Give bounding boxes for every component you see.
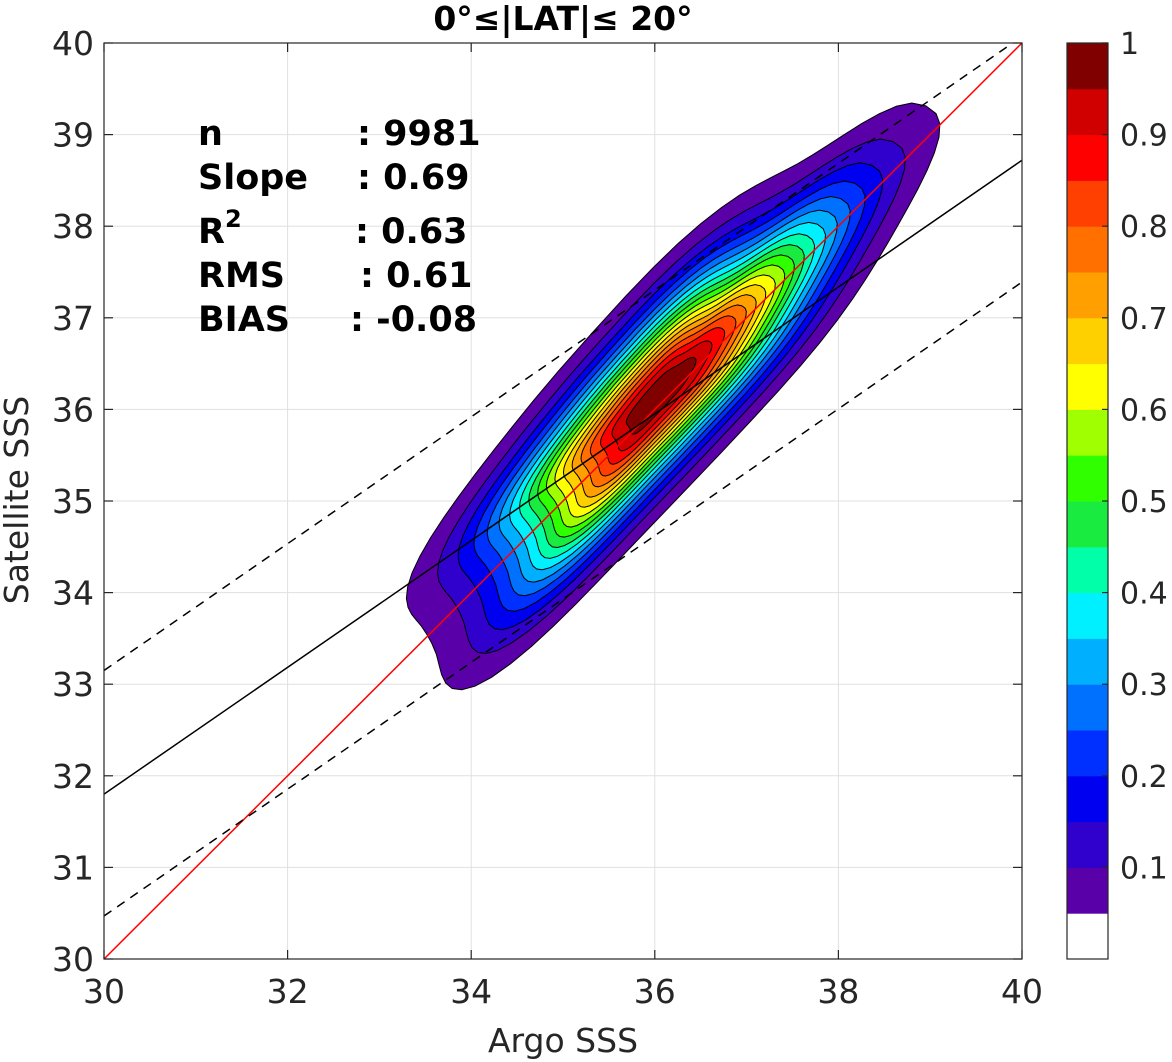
- colorbar-swatch: [1067, 684, 1108, 731]
- colorbar-tick-label: 0.5: [1120, 485, 1168, 520]
- colorbar-swatch: [1067, 913, 1108, 960]
- stat-n-value: : 9981: [357, 114, 481, 154]
- stat-slope-value: : 0.69: [357, 158, 470, 198]
- x-tick-label: 36: [634, 972, 676, 1011]
- colorbar-swatch: [1067, 272, 1108, 319]
- stat-r2-value: : 0.63: [355, 212, 468, 252]
- colorbar-swatch: [1067, 775, 1108, 823]
- y-tick-label: 37: [52, 299, 94, 338]
- colorbar-swatch: [1067, 638, 1108, 685]
- y-tick-label: 34: [52, 574, 94, 613]
- stat-bias-label: BIAS: [198, 300, 290, 340]
- stats-box: n : 9981 Slope : 0.69 R2 : 0.63 RMS : 0.…: [198, 114, 481, 340]
- colorbar-tick-label: 0.9: [1120, 119, 1168, 154]
- y-tick-labels: 30 31 32 33 34 35 36 37 38 39 40: [52, 24, 94, 979]
- colorbar-swatch: [1067, 546, 1108, 594]
- y-tick-label: 38: [52, 207, 94, 246]
- one-to-one-line: [104, 43, 1022, 959]
- x-tick-label: 40: [1001, 972, 1043, 1011]
- y-tick-label: 39: [52, 116, 94, 155]
- colorbar-swatch: [1067, 455, 1108, 502]
- colorbar-tick-label: 0.2: [1120, 760, 1168, 795]
- colorbar-swatch: [1067, 43, 1108, 90]
- colorbar-swatch: [1067, 409, 1108, 456]
- colorbar-tick-label: 1: [1120, 27, 1139, 62]
- colorbar-tick-label: 0.6: [1120, 393, 1168, 428]
- colorbar-tick-label: 0.7: [1120, 302, 1168, 337]
- colorbar-swatch: [1067, 180, 1108, 227]
- y-tick-label: 30: [52, 940, 94, 979]
- stat-rms-value: : 0.61: [360, 256, 473, 296]
- lower-bound-line: [104, 281, 1022, 917]
- stat-bias-value: : -0.08: [350, 300, 477, 340]
- colorbar-swatch: [1067, 501, 1108, 548]
- x-tick-label: 30: [83, 972, 125, 1011]
- colorbar-tick-label: 0.8: [1120, 210, 1168, 245]
- colorbar: [1067, 43, 1108, 960]
- y-axis-label: Satellite SSS: [0, 396, 36, 605]
- fit-lines: [104, 43, 1022, 959]
- axis-ticks: [103, 42, 1023, 960]
- colorbar-swatch: [1067, 821, 1108, 868]
- colorbar-swatch: [1067, 226, 1108, 273]
- colorbar-swatch: [1067, 592, 1108, 639]
- x-axis-label: Argo SSS: [488, 1021, 638, 1060]
- y-tick-label: 40: [52, 24, 94, 63]
- y-tick-label: 35: [52, 482, 94, 521]
- x-tick-label: 38: [817, 972, 859, 1011]
- colorbar-swatch: [1067, 363, 1108, 410]
- x-tick-label: 32: [267, 972, 309, 1011]
- stat-n-label: n: [198, 114, 223, 154]
- colorbar-tick-label: 0.1: [1120, 851, 1168, 886]
- colorbar-ticks: 0.1 0.2 0.3 0.4 0.5 0.6 0.7 0.8 0.9 1: [1102, 27, 1168, 886]
- y-tick-label: 31: [52, 848, 94, 887]
- x-tick-labels: 30 32 34 36 38 40: [83, 972, 1043, 1011]
- colorbar-swatch: [1067, 134, 1108, 181]
- colorbar-swatch: [1067, 88, 1108, 136]
- stat-slope-label: Slope: [198, 158, 308, 198]
- colorbar-tick-label: 0.4: [1120, 577, 1168, 612]
- y-tick-label: 33: [52, 665, 94, 704]
- stat-r2-superscript: 2: [225, 205, 242, 233]
- colorbar-swatch: [1067, 730, 1108, 777]
- regression-line: [104, 159, 1022, 795]
- colorbar-swatch: [1067, 317, 1108, 365]
- density-contour-level: [625, 356, 697, 435]
- colorbar-swatch: [1067, 867, 1108, 914]
- x-tick-label: 34: [450, 972, 492, 1011]
- y-tick-label: 36: [52, 390, 94, 429]
- upper-bound-line: [104, 43, 1015, 672]
- stat-rms-label: RMS: [198, 256, 285, 296]
- chart-title: 0°≤|LAT|≤ 20°: [433, 0, 692, 38]
- stat-r2-letter: R: [198, 212, 225, 252]
- colorbar-tick-label: 0.3: [1120, 668, 1168, 703]
- y-tick-label: 32: [52, 757, 94, 796]
- stat-r2-label: R2: [198, 205, 242, 252]
